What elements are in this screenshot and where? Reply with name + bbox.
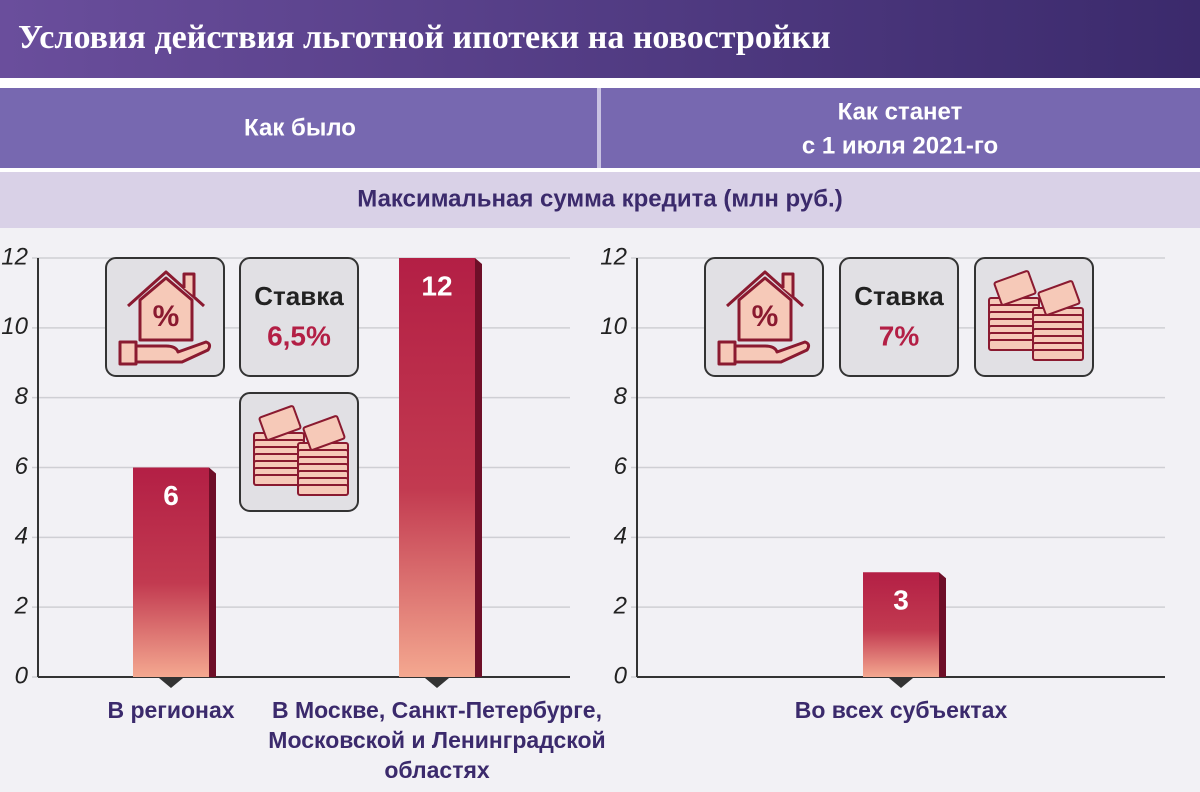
note — [297, 484, 349, 496]
walls — [138, 276, 194, 342]
y-tick-label: 4 — [614, 523, 627, 550]
rate-label: Ставка — [854, 281, 944, 311]
chimney — [781, 272, 795, 296]
bar — [133, 467, 209, 677]
hand — [134, 340, 212, 364]
y-tick-label: 2 — [14, 593, 28, 620]
category-tick — [425, 678, 449, 688]
icon-box — [239, 257, 359, 377]
note — [258, 405, 302, 441]
bar — [863, 572, 939, 677]
rate-label: Ставка — [254, 281, 344, 311]
y-tick-label: 6 — [15, 453, 29, 480]
note — [1032, 349, 1084, 361]
chimney — [182, 272, 196, 296]
value-label: 6 — [163, 480, 179, 511]
y-tick-label: 0 — [15, 662, 29, 689]
y-tick-label: 8 — [15, 383, 29, 410]
bar-side — [475, 258, 482, 677]
y-tick-label: 0 — [614, 662, 628, 689]
percent: % — [752, 300, 779, 333]
title-bar — [0, 0, 1200, 78]
percent: % — [153, 300, 180, 333]
note — [253, 474, 305, 486]
icon-box — [839, 257, 959, 377]
x-tick-label: В Москве, Санкт-Петербурге, Московской и… — [268, 697, 606, 783]
bar-side — [209, 467, 216, 677]
subtitle-row — [0, 172, 1200, 228]
category-tick — [159, 678, 183, 688]
gap — [0, 168, 1200, 172]
money-icon — [253, 405, 349, 496]
value-label: 12 — [421, 270, 452, 301]
y-tick-label: 10 — [1, 313, 28, 340]
note — [1037, 280, 1081, 316]
category-tick — [889, 678, 913, 688]
bar — [399, 258, 475, 677]
after-header: с 1 июля 2021-го — [802, 132, 998, 159]
x-tick-label: Во всех субъектах — [794, 697, 1008, 723]
cuff — [717, 340, 737, 366]
note — [988, 339, 1040, 351]
roof — [126, 270, 206, 308]
house-icon: % — [717, 270, 811, 366]
rate: 6,5% — [267, 320, 331, 351]
bar-side — [939, 572, 946, 677]
rate: 7% — [879, 320, 920, 351]
cuff — [118, 340, 138, 366]
y-tick-label: 12 — [600, 243, 627, 270]
subtitle: Максимальная сумма кредита (млн руб.) — [357, 185, 842, 212]
house-icon: % — [118, 270, 212, 366]
y-tick-label: 10 — [600, 313, 627, 340]
roof — [725, 270, 805, 308]
gap — [0, 78, 1200, 88]
money-icon — [988, 270, 1084, 361]
walls — [737, 276, 793, 342]
value-label: 3 — [893, 585, 909, 616]
title: Условия действия льготной ипотеки на нов… — [18, 19, 831, 56]
y-tick-label: 2 — [613, 593, 627, 620]
note — [993, 270, 1037, 306]
y-tick-label: 4 — [15, 523, 28, 550]
hand — [733, 340, 811, 364]
after-header: Как станет — [838, 98, 963, 125]
y-tick-label: 12 — [1, 243, 28, 270]
x-tick-label: В регионах — [107, 697, 235, 723]
before-header: Как было — [244, 114, 356, 141]
y-tick-label: 6 — [614, 453, 628, 480]
y-tick-label: 8 — [614, 383, 628, 410]
note — [302, 415, 346, 451]
